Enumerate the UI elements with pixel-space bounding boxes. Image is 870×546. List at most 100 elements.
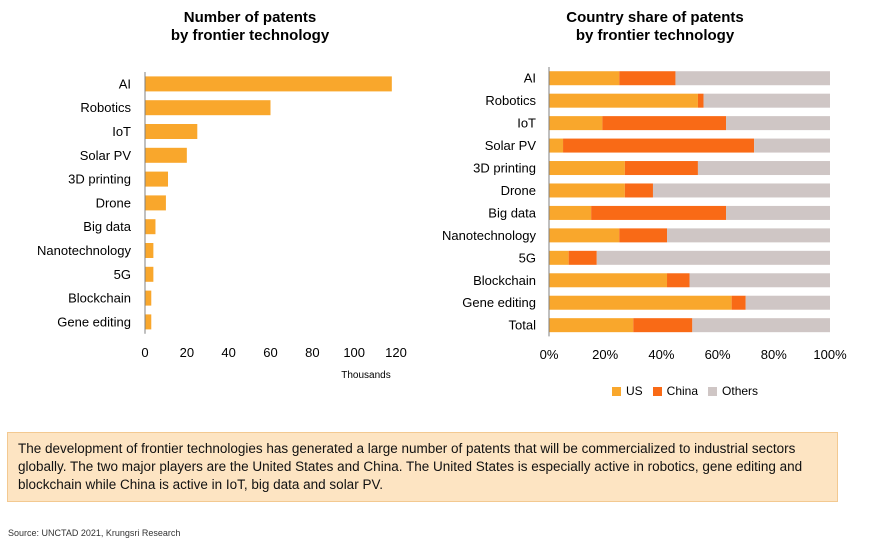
bar-iot-china xyxy=(602,116,727,131)
bar-drone-us xyxy=(549,183,625,198)
bar-ai-us xyxy=(549,71,620,86)
bar-total-china xyxy=(633,318,693,333)
x-tick-label-60: 60 xyxy=(263,345,277,360)
category-label-blockchain: Blockchain xyxy=(68,291,131,306)
category-label-5g: 5G xyxy=(114,267,131,282)
bar-gene-editing-china xyxy=(731,295,746,310)
bar-robotics-china xyxy=(697,93,704,108)
bar-total-us xyxy=(549,318,634,333)
bar-solar-pv xyxy=(145,147,187,163)
bar-gene-editing-us xyxy=(549,295,732,310)
bar-3d-printing-others xyxy=(697,161,830,176)
category-label-gene-editing: Gene editing xyxy=(57,314,131,329)
legend-label-us: US xyxy=(626,384,643,398)
bar-3d-printing-china xyxy=(624,161,698,176)
x-tick-label-40: 40% xyxy=(648,347,674,362)
bar-drone xyxy=(145,195,166,211)
bar-5g xyxy=(145,266,154,282)
bar-big-data xyxy=(145,219,156,235)
patents-count-chart: AI Robotics IoT Solar PV 3D printing Drone Big… xyxy=(37,72,407,381)
x-tick-label-120: 120 xyxy=(385,345,407,360)
x-tick-label-100: 100 xyxy=(343,345,365,360)
bar-ai-others xyxy=(675,71,830,86)
x-tick-label-80: 80% xyxy=(761,347,787,362)
bar-ai xyxy=(145,76,392,92)
bar-nanotechnology-us xyxy=(549,228,620,243)
bar-blockchain-others xyxy=(689,273,830,288)
right-chart-legend: US China Others xyxy=(612,384,758,398)
category-label-ai: AI xyxy=(119,76,131,91)
x-tick-label-20: 20 xyxy=(180,345,194,360)
category-label-drone: Drone xyxy=(96,195,131,210)
bar-blockchain-china xyxy=(667,273,690,288)
category-label-solar-pv: Solar PV xyxy=(485,138,537,153)
bar-gene-editing xyxy=(145,314,152,330)
legend-label-china: China xyxy=(666,384,699,398)
category-label-big-data: Big data xyxy=(83,219,131,234)
bar-big-data-china xyxy=(591,205,727,220)
category-label-iot: IoT xyxy=(517,116,536,131)
bar-solar-pv-others xyxy=(754,138,830,153)
category-label-ai: AI xyxy=(524,71,536,86)
bar-drone-others xyxy=(652,183,830,198)
category-label-nanotechnology: Nanotechnology xyxy=(37,243,131,258)
bar-robotics-others xyxy=(703,93,830,108)
left-chart-title: Number of patents by frontier technology xyxy=(170,9,330,44)
category-label-drone: Drone xyxy=(501,183,536,198)
x-axis-title: Thousands xyxy=(341,370,390,381)
bar-iot xyxy=(145,124,198,139)
bar-3d-printing xyxy=(145,171,169,187)
source-citation: Source: UNCTAD 2021, Krungsri Research xyxy=(8,528,181,538)
x-tick-label-0: 0 xyxy=(141,345,148,360)
legend-swatch-us xyxy=(612,386,621,396)
x-tick-label-0: 0% xyxy=(540,347,559,362)
category-label-blockchain: Blockchain xyxy=(473,273,536,288)
legend-item-china: China xyxy=(652,384,699,398)
bar-drone-china xyxy=(624,183,653,198)
category-label-5g: 5G xyxy=(519,250,536,265)
legend-item-others: Others xyxy=(708,384,758,398)
bar-solar-pv-us xyxy=(549,138,564,153)
bar-nanotechnology xyxy=(145,243,154,258)
category-label-robotics: Robotics xyxy=(80,100,131,115)
legend-item-us: US xyxy=(612,384,643,398)
category-label-3d-printing: 3D printing xyxy=(473,161,536,176)
x-tick-label-80: 80 xyxy=(305,345,319,360)
summary-note: The development of frontier technologies… xyxy=(7,432,838,502)
bar-iot-others xyxy=(726,116,830,131)
bar-3d-printing-us xyxy=(549,161,625,176)
bar-5g-us xyxy=(549,250,569,265)
bar-total-others xyxy=(692,318,830,333)
category-label-solar-pv: Solar PV xyxy=(80,148,132,163)
bar-robotics xyxy=(145,100,271,116)
x-tick-label-40: 40 xyxy=(221,345,235,360)
category-label-total: Total xyxy=(509,318,537,333)
x-tick-label-100: 100% xyxy=(813,347,847,362)
category-label-nanotechnology: Nanotechnology xyxy=(442,228,536,243)
bar-5g-others xyxy=(596,250,830,265)
bar-nanotechnology-others xyxy=(667,228,830,243)
legend-swatch-china xyxy=(652,386,662,396)
country-share-chart: AI Robotics IoT Solar PV 3D printing Drone Big… xyxy=(442,67,847,362)
bar-gene-editing-others xyxy=(745,295,830,310)
category-label-big-data: Big data xyxy=(488,205,536,220)
bar-blockchain xyxy=(145,290,152,306)
category-label-iot: IoT xyxy=(112,124,131,139)
bar-nanotechnology-china xyxy=(619,228,668,243)
right-chart-title: Country share of patents by frontier tec… xyxy=(566,9,744,44)
legend-swatch-others xyxy=(708,386,718,396)
category-label-robotics: Robotics xyxy=(485,93,536,108)
category-label-gene-editing: Gene editing xyxy=(462,295,536,310)
x-tick-label-20: 20% xyxy=(592,347,618,362)
bar-iot-us xyxy=(549,116,603,131)
bar-ai-china xyxy=(619,71,676,86)
bar-solar-pv-china xyxy=(563,138,755,153)
bar-big-data-others xyxy=(726,205,830,220)
x-tick-label-60: 60% xyxy=(705,347,731,362)
bar-5g-china xyxy=(568,250,597,265)
category-label-3d-printing: 3D printing xyxy=(68,172,131,187)
bar-robotics-us xyxy=(549,93,698,108)
legend-label-others: Others xyxy=(722,384,759,398)
bar-big-data-us xyxy=(549,205,592,220)
bar-blockchain-us xyxy=(549,273,668,288)
